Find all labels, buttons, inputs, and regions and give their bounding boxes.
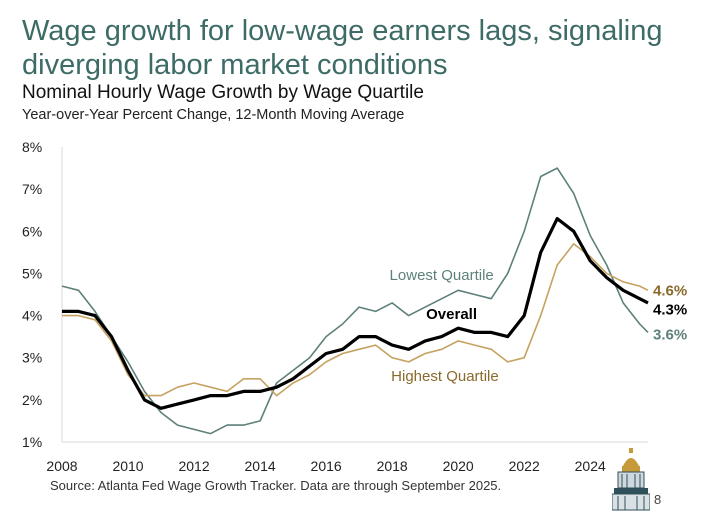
end-label-highest-quartile: 4.6% [653, 282, 687, 299]
series-label-lowest-quartile: Lowest Quartile [390, 267, 494, 284]
end-label-lowest-quartile: 3.6% [653, 327, 687, 344]
y-tick-label: 4% [22, 308, 42, 324]
series-label-overall: Overall [426, 306, 477, 323]
y-tick-label: 6% [22, 223, 42, 239]
x-tick-label: 2018 [377, 458, 408, 474]
y-tick-label: 5% [22, 265, 42, 281]
x-tick-label: 2014 [245, 458, 276, 474]
chart-units-subtitle: Year-over-Year Percent Change, 12-Month … [22, 107, 405, 123]
x-tick-label: 2022 [509, 458, 540, 474]
chart-title: Wage growth for low-wage earners lags, s… [22, 15, 663, 81]
x-tick-label: 2024 [575, 458, 606, 474]
end-label-overall: 4.3% [653, 301, 687, 318]
series-label-highest-quartile: Highest Quartile [391, 368, 499, 385]
y-tick-label: 7% [22, 181, 42, 197]
x-tick-label: 2016 [311, 458, 342, 474]
series-line-overall [62, 217, 649, 410]
x-tick-label: 2012 [178, 458, 209, 474]
y-tick-label: 2% [22, 392, 42, 408]
source-note: Source: Atlanta Fed Wage Growth Tracker.… [50, 478, 502, 493]
y-tick-label: 3% [22, 350, 42, 366]
series-line-lowest-quartile [61, 167, 649, 435]
capitol-dome-logo-icon [612, 448, 650, 511]
page-number: 8 [654, 492, 662, 507]
y-tick-label: 1% [22, 434, 42, 450]
chart-subtitle: Nominal Hourly Wage Growth by Wage Quart… [22, 82, 424, 103]
series-line-highest-quartile [62, 243, 649, 397]
x-tick-label: 2008 [46, 458, 77, 474]
y-tick-label: 8% [22, 139, 42, 155]
x-tick-label: 2010 [112, 458, 143, 474]
x-tick-label: 2020 [443, 458, 474, 474]
